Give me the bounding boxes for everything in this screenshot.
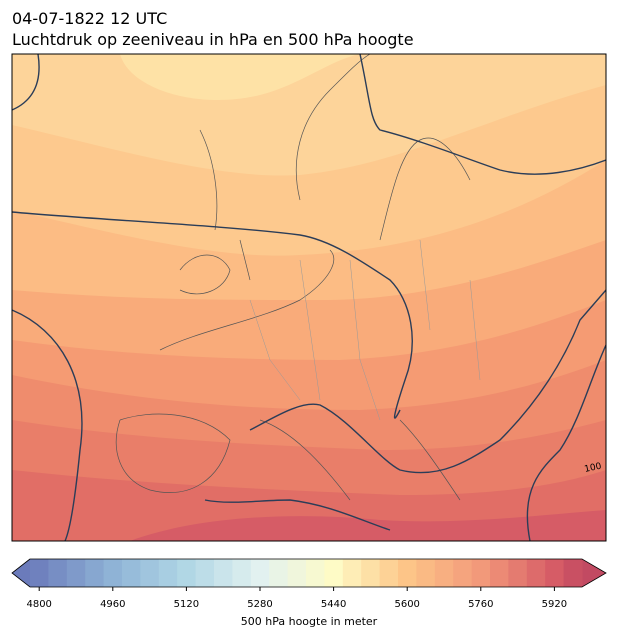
colorbar-tick-label: 5760	[468, 599, 493, 610]
colorbar-extend	[582, 559, 606, 587]
contour-label: 100	[584, 462, 603, 475]
colorbar-segment	[48, 559, 68, 587]
colorbar-tick-label: 5120	[174, 599, 199, 610]
colorbar-tick-label: 4800	[26, 599, 51, 610]
colorbar-tick-label: 4960	[100, 599, 125, 610]
colorbar-segment	[232, 559, 252, 587]
colorbar-segment	[214, 559, 233, 587]
colorbar-tick-label: 5440	[321, 599, 346, 610]
colorbar-tick-label: 5280	[247, 599, 272, 610]
colorbar: 4800 4960 5120 5280 5440 5600 5760 5920	[11, 558, 607, 610]
colorbar-tick-label: 5920	[542, 599, 567, 610]
colorbar-segment	[195, 559, 215, 587]
colorbar-tick-label: 5600	[394, 599, 419, 610]
colorbar-segment	[416, 559, 436, 587]
colorbar-segment	[398, 559, 417, 587]
colorbar-outline	[11, 558, 607, 588]
colorbar-segment	[490, 559, 509, 587]
colorbar-segment	[453, 559, 473, 587]
colorbar-segment	[526, 559, 546, 587]
colorbar-segment	[361, 559, 381, 587]
colorbar-extend	[12, 559, 30, 587]
colorbar-segment	[342, 559, 362, 587]
colorbar-segment	[250, 559, 270, 587]
colorbar-segment	[103, 559, 123, 587]
colorbar-segment	[140, 559, 160, 587]
subtitle: Luchtdruk op zeeniveau in hPa en 500 hPa…	[12, 30, 414, 49]
colorbar-segment	[66, 559, 86, 587]
colorbar-segment	[287, 559, 307, 587]
band	[120, 54, 360, 101]
colorbar-label: 500 hPa hoogte in meter	[241, 615, 378, 628]
colorbar-segment	[324, 559, 344, 587]
colorbar-segment	[269, 559, 289, 587]
colorbar-segment	[85, 559, 105, 587]
colorbar-segment	[545, 559, 565, 587]
colorbar-segment	[177, 559, 197, 587]
map-frame	[11, 53, 607, 542]
map: 100	[12, 54, 606, 541]
colorbar-segment	[122, 559, 141, 587]
colorbar-segment	[508, 559, 528, 587]
colorbar-segment	[30, 559, 49, 587]
colorbar-segment	[563, 559, 583, 587]
colorbar-segment	[471, 559, 491, 587]
title: 04-07-1822 12 UTC	[12, 9, 167, 28]
colorbar-segment	[434, 559, 454, 587]
colorbar-segment	[306, 559, 325, 587]
colorbar-segment	[379, 559, 399, 587]
colorbar-segment	[158, 559, 178, 587]
band	[130, 510, 606, 541]
